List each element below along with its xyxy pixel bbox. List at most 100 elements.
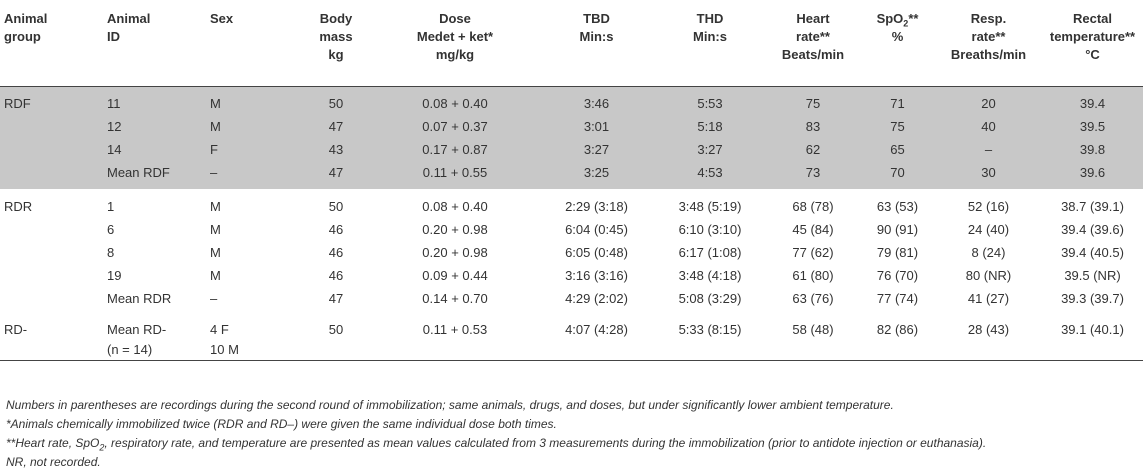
- cell-rectal-temperature: 39.8: [1042, 137, 1143, 161]
- cell-resp-rate: 28 (43): [967, 321, 1010, 337]
- cell-sex: 4 F 10 M: [210, 321, 239, 357]
- cell-sex: M: [210, 198, 221, 214]
- cell-animal-id: 1: [107, 198, 115, 214]
- table-header: Animal group Animal ID Sex Body mass kg Dose…: [0, 0, 1143, 86]
- cell-thd: 3:48 (5:19): [678, 198, 742, 214]
- cell-heart-rate: 61 (80): [792, 267, 834, 283]
- footnote-nr: NR, not recorded.: [6, 455, 101, 469]
- cell-group: RD-: [4, 321, 28, 337]
- cell-body-mass: 46: [328, 267, 344, 283]
- cell-resp-rate: 40: [935, 114, 1042, 138]
- cell-thd: 5:33 (8:15): [678, 321, 742, 337]
- footnote-parentheses: Numbers in parentheses are recordings du…: [6, 398, 894, 412]
- cell-sex: F: [206, 137, 301, 161]
- cell-sex: M: [206, 86, 301, 115]
- footnote-measurements: **Heart rate, SpO2, respiratory rate, an…: [6, 436, 987, 453]
- cell-dose: 0.20 + 0.98: [422, 221, 488, 237]
- cell-spo2: 65: [860, 137, 935, 161]
- cell-rectal-temperature: 39.4 (39.6): [1061, 221, 1124, 237]
- cell-rectal-temperature: 39.6: [1042, 160, 1143, 189]
- table-row: Mean RDF –47 0.11 + 0.55 3:25 4:53 73 70 30 39.6: [0, 160, 1143, 189]
- cell-animal-id: 14: [103, 137, 206, 161]
- cell-thd: 6:17 (1:08): [678, 244, 742, 260]
- cell-heart-rate: 77 (62): [792, 244, 834, 260]
- cell-group: [0, 287, 103, 314]
- cell-animal-id: 6: [107, 221, 115, 237]
- cell-spo2: 71: [860, 86, 935, 115]
- header-heart-rate: Heart rate** Beats/min: [781, 11, 845, 62]
- cell-group: RDF: [0, 86, 103, 115]
- cell-tbd: 4:07 (4:28): [565, 321, 628, 337]
- cell-body-mass: 50: [301, 86, 371, 115]
- cell-tbd: 3:25: [539, 160, 654, 189]
- cell-resp-rate: 20: [935, 86, 1042, 115]
- table-row: 12 M 47 0.07 + 0.37 3:01 5:18 83 75 40 39.5: [0, 114, 1143, 138]
- cell-sex: M: [206, 114, 301, 138]
- cell-tbd: 4:29 (2:02): [565, 290, 628, 306]
- table-footnotes: Numbers in parentheses are recordings du…: [6, 396, 1141, 472]
- cell-body-mass: 47: [301, 160, 371, 189]
- cell-body-mass: 46: [328, 221, 344, 237]
- cell-resp-rate: 24 (40): [967, 221, 1010, 237]
- cell-sex: –: [206, 160, 301, 189]
- cell-group: [0, 137, 103, 161]
- cell-body-mass: 43: [301, 137, 371, 161]
- header-animal-id: Animal ID: [107, 11, 151, 44]
- cell-thd: 3:48 (4:18): [678, 267, 742, 283]
- cell-rectal-temperature: 39.4: [1042, 86, 1143, 115]
- cell-thd: 3:27: [654, 137, 766, 161]
- cell-rectal-temperature: 39.5 (NR): [1064, 267, 1121, 283]
- header-tbd: TBD Min:s: [579, 11, 614, 44]
- cell-animal-id: Mean RDR: [107, 290, 172, 306]
- cell-tbd: 2:29 (3:18): [565, 198, 628, 214]
- table-row: 19 M 46 0.09 + 0.44 3:16 (3:16) 3:48 (4:18) 61…: [0, 264, 1143, 287]
- cell-tbd: 6:05 (0:48): [565, 244, 628, 260]
- cell-thd: 5:08 (3:29): [678, 290, 742, 306]
- cell-heart-rate: 62: [766, 137, 860, 161]
- cell-spo2: 82 (86): [876, 321, 919, 337]
- cell-spo2: 77 (74): [876, 290, 919, 306]
- header-body-mass: Body mass kg: [319, 11, 353, 62]
- cell-body-mass: 50: [328, 321, 344, 337]
- cell-dose: 0.11 + 0.53: [422, 321, 488, 337]
- cell-animal-id: 12: [103, 114, 206, 138]
- cell-heart-rate: 63 (76): [792, 290, 834, 306]
- header-dose: Dose Medet + ket* mg/kg: [416, 11, 494, 62]
- cell-body-mass: 50: [328, 198, 344, 214]
- cell-tbd: 3:27: [539, 137, 654, 161]
- cell-group: [0, 114, 103, 138]
- table-row: RDR 1 M 50 0.08 + 0.40 2:29 (3:18) 3:48 (5:19)…: [0, 189, 1143, 218]
- cell-resp-rate: 80 (NR): [965, 267, 1012, 283]
- cell-animal-id: 19: [107, 267, 122, 283]
- cell-dose: 0.09 + 0.44: [422, 267, 488, 283]
- cell-animal-id: Mean RD- (n = 14): [107, 321, 167, 357]
- table-row: 8 M 46 0.20 + 0.98 6:05 (0:48) 6:17 (1:08) 77 …: [0, 241, 1143, 264]
- cell-rectal-temperature: 39.4 (40.5): [1061, 244, 1124, 260]
- cell-spo2: 90 (91): [876, 221, 919, 237]
- cell-thd: 4:53: [654, 160, 766, 189]
- rdf-group: RDF 11 M 50 0.08 + 0.40 3:46 5:53 75 71 20 39.4 12 M…: [0, 86, 1143, 189]
- cell-resp-rate: 30: [935, 160, 1042, 189]
- table-row: RDF 11 M 50 0.08 + 0.40 3:46 5:53 75 71 20 39.4: [0, 86, 1143, 115]
- cell-spo2: 75: [860, 114, 935, 138]
- cell-spo2: 76 (70): [876, 267, 919, 283]
- data-table: Animal group Animal ID Sex Body mass kg Dose…: [0, 0, 1143, 360]
- cell-animal-id: 11: [103, 86, 206, 115]
- table-row: 14 F 43 0.17 + 0.87 3:27 3:27 62 65–39.8: [0, 137, 1143, 161]
- cell-body-mass: 47: [328, 290, 344, 306]
- cell-resp-rate: –: [935, 137, 1042, 161]
- cell-resp-rate: 41 (27): [967, 290, 1010, 306]
- cell-rectal-temperature: 39.1 (40.1): [1061, 321, 1124, 337]
- cell-tbd: 6:04 (0:45): [565, 221, 628, 237]
- header-thd: THD Min:s: [693, 11, 727, 44]
- cell-sex: M: [210, 221, 221, 237]
- cell-heart-rate: 45 (84): [792, 221, 834, 237]
- cell-heart-rate: 73: [766, 160, 860, 189]
- header-animal-group: Animal group: [4, 11, 48, 44]
- cell-dose: 0.07 + 0.37: [371, 114, 539, 138]
- table-row: Mean RDR – 47 0.14 + 0.70 4:29 (2:02) 5:08 (3…: [0, 287, 1143, 314]
- footnote-dose: *Animals chemically immobilized twice (R…: [6, 417, 557, 431]
- cell-spo2: 70: [860, 160, 935, 189]
- rdr-group: RDR 1 M 50 0.08 + 0.40 2:29 (3:18) 3:48 (5:19)…: [0, 189, 1143, 314]
